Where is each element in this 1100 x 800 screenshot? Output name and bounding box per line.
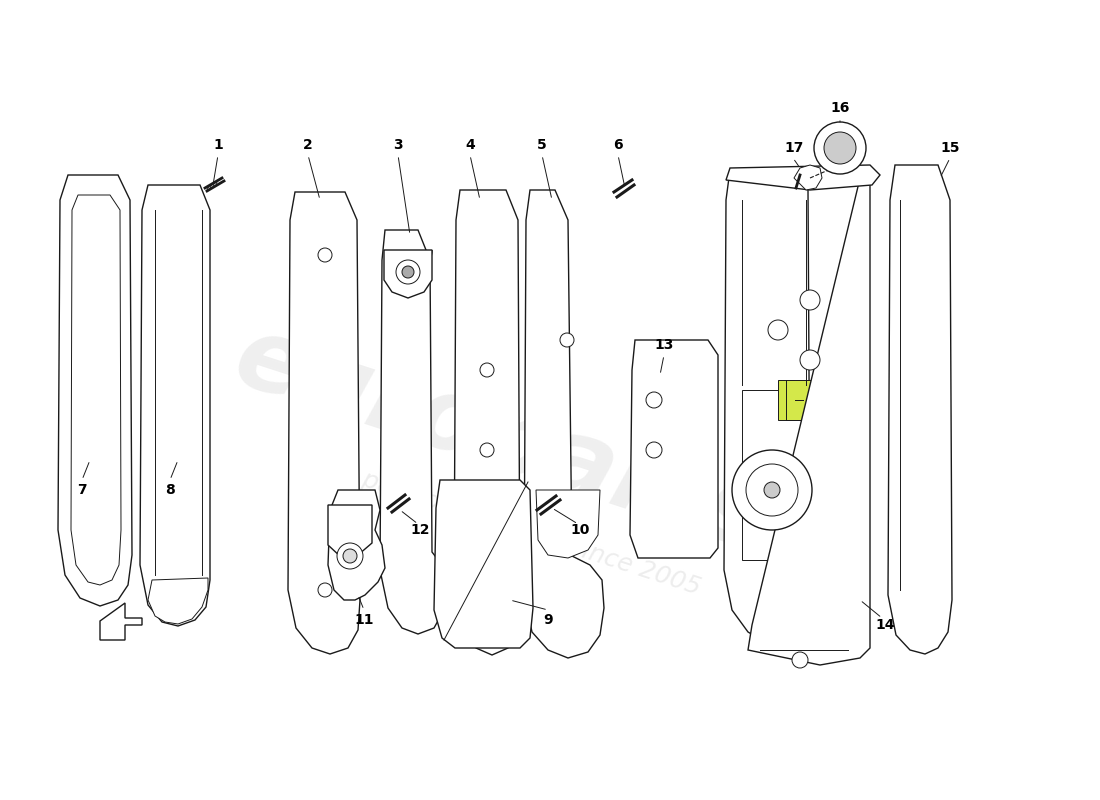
Polygon shape (100, 603, 142, 640)
Text: 13: 13 (654, 338, 673, 352)
Circle shape (792, 652, 808, 668)
Circle shape (732, 450, 812, 530)
Polygon shape (328, 490, 385, 600)
Circle shape (824, 132, 856, 164)
Circle shape (814, 122, 866, 174)
Text: 6: 6 (613, 138, 623, 152)
Text: 7: 7 (77, 483, 87, 497)
Text: 12: 12 (410, 523, 430, 537)
Circle shape (646, 392, 662, 408)
Polygon shape (794, 165, 822, 190)
Text: 3: 3 (393, 138, 403, 152)
Polygon shape (630, 340, 718, 558)
Polygon shape (384, 250, 432, 298)
Polygon shape (288, 192, 360, 654)
Polygon shape (742, 390, 808, 560)
Polygon shape (748, 170, 870, 665)
Text: 15: 15 (940, 141, 959, 155)
Text: 2: 2 (304, 138, 312, 152)
Text: a passion for parts since 2005: a passion for parts since 2005 (337, 460, 703, 600)
Polygon shape (140, 185, 210, 626)
Circle shape (800, 350, 820, 370)
Circle shape (768, 320, 788, 340)
Circle shape (318, 248, 332, 262)
Circle shape (800, 290, 820, 310)
Circle shape (764, 482, 780, 498)
Polygon shape (58, 175, 132, 606)
Circle shape (646, 442, 662, 458)
Text: 17: 17 (784, 141, 804, 155)
Text: 11: 11 (354, 613, 374, 627)
Text: 1: 1 (213, 138, 223, 152)
Polygon shape (434, 480, 534, 648)
Text: 14: 14 (876, 618, 894, 632)
Circle shape (343, 549, 358, 563)
Circle shape (560, 333, 574, 347)
Circle shape (396, 260, 420, 284)
Polygon shape (524, 190, 604, 658)
Polygon shape (379, 230, 446, 634)
Polygon shape (726, 165, 880, 190)
Text: 4: 4 (465, 138, 475, 152)
Circle shape (480, 443, 494, 457)
Polygon shape (328, 505, 372, 558)
Text: 10: 10 (570, 523, 590, 537)
Text: 5: 5 (537, 138, 547, 152)
Text: europarts: europarts (222, 309, 778, 571)
Text: 16: 16 (830, 101, 849, 115)
Polygon shape (148, 578, 208, 624)
Circle shape (402, 266, 414, 278)
Text: 8: 8 (165, 483, 175, 497)
Polygon shape (724, 170, 857, 650)
Polygon shape (72, 195, 121, 585)
Polygon shape (536, 490, 600, 558)
Text: 9: 9 (543, 613, 553, 627)
Circle shape (337, 543, 363, 569)
Circle shape (746, 464, 798, 516)
Circle shape (480, 363, 494, 377)
Circle shape (318, 583, 332, 597)
Polygon shape (454, 190, 520, 655)
Polygon shape (888, 165, 952, 654)
Polygon shape (778, 380, 820, 420)
